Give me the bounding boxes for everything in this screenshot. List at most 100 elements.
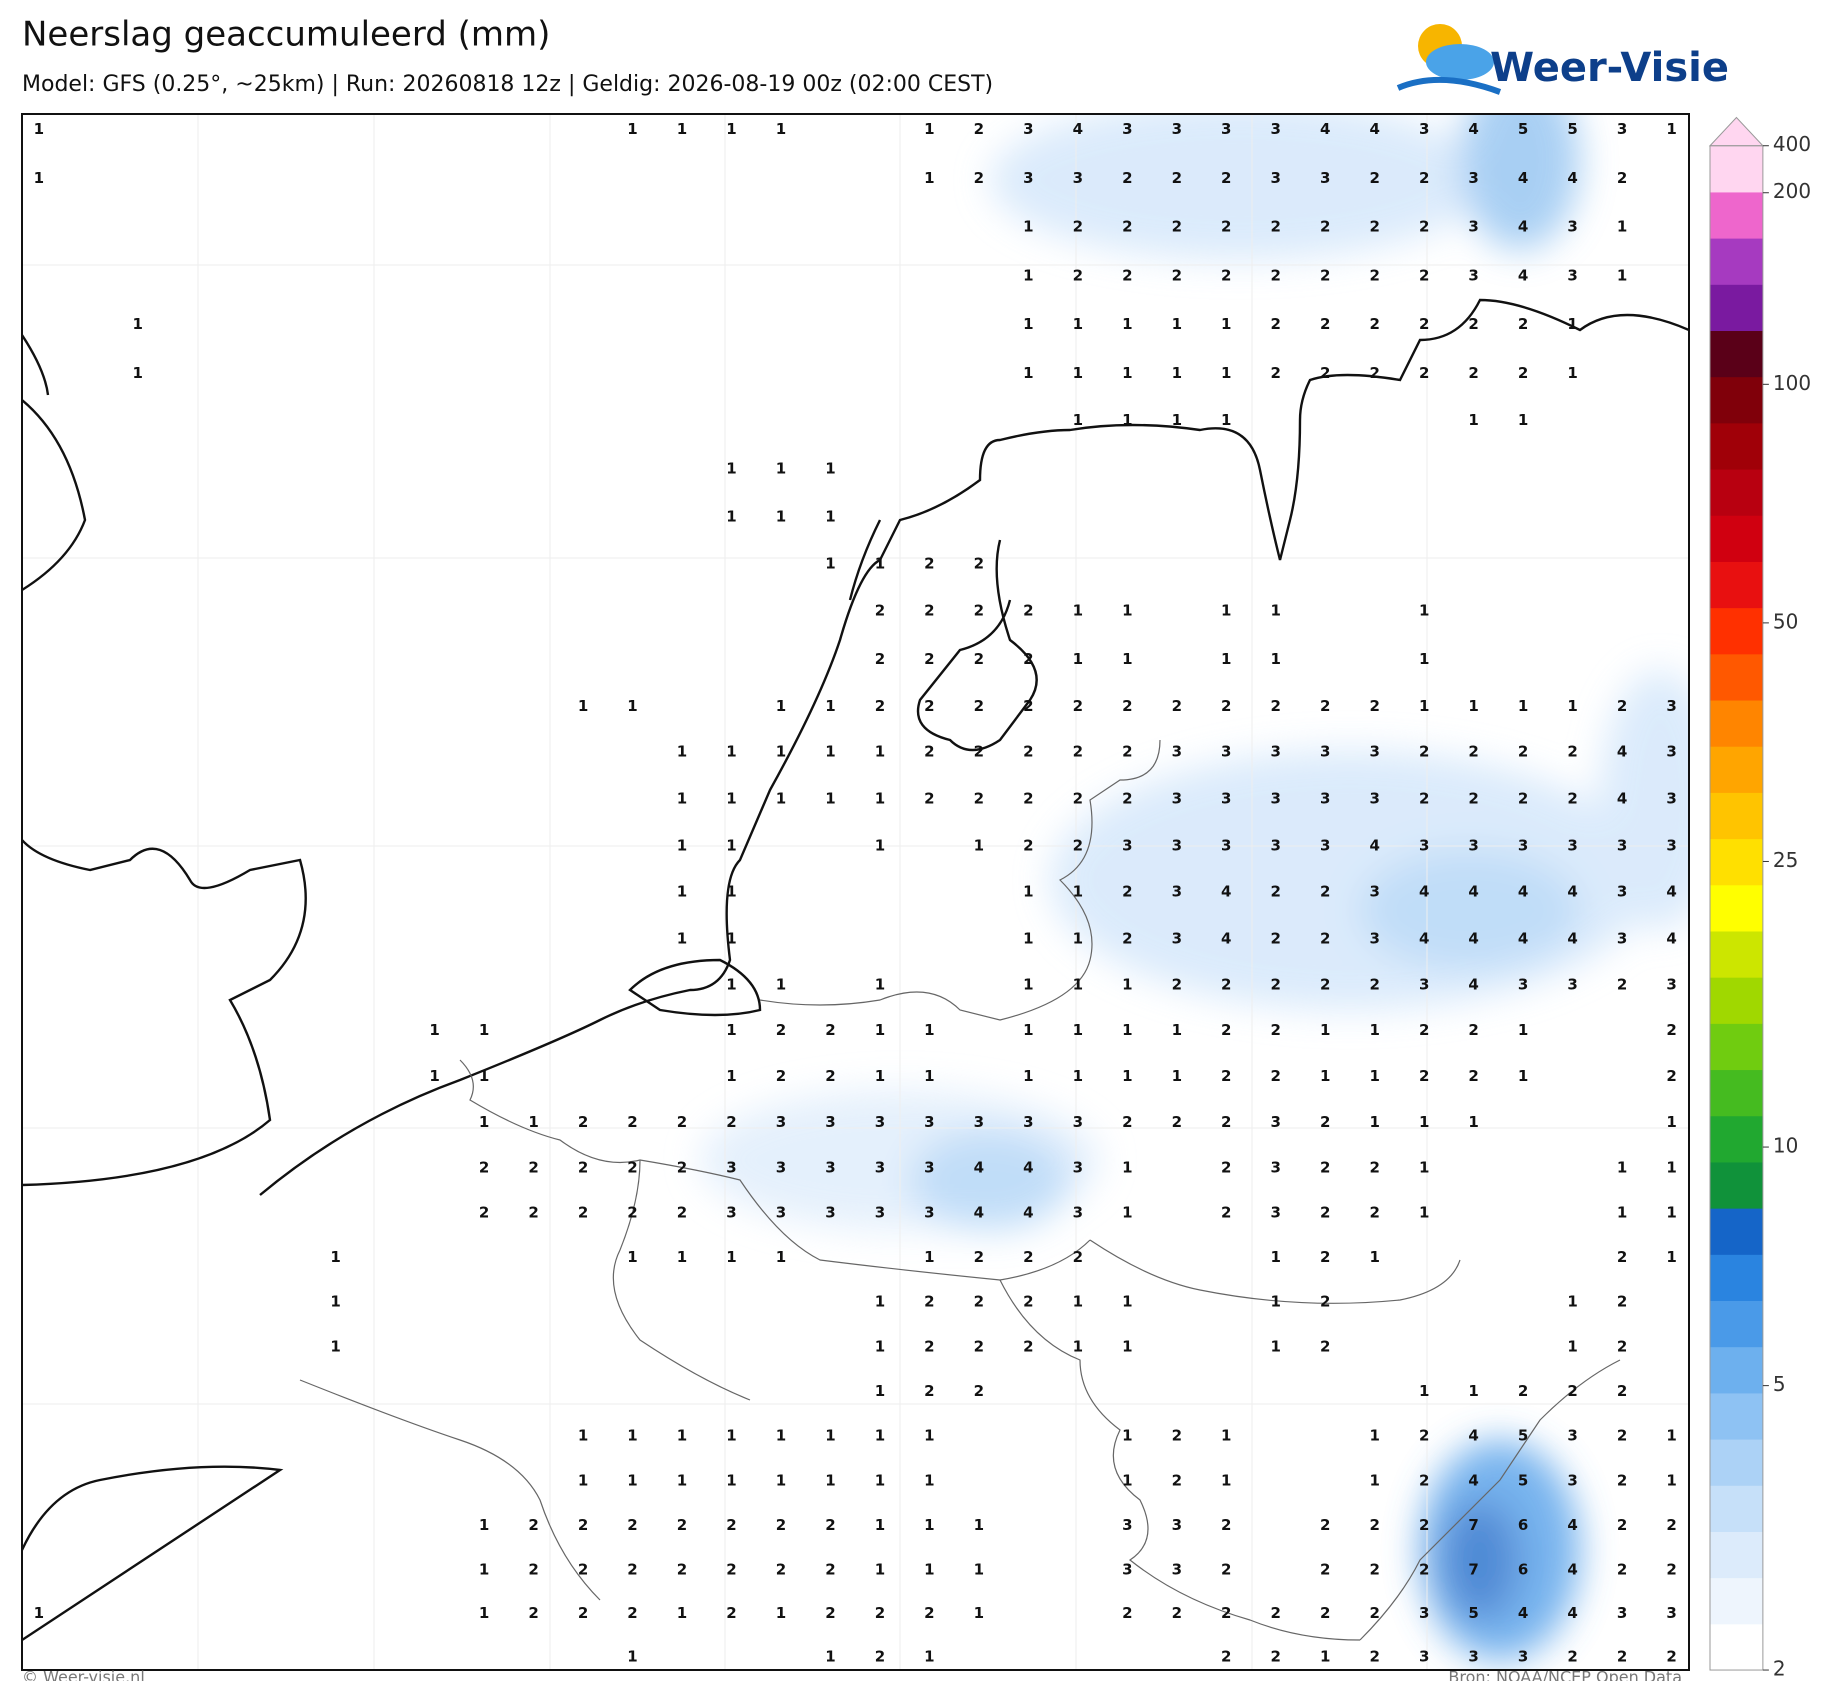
grid-value: 2: [974, 1337, 984, 1355]
grid-value: 2: [1271, 975, 1281, 993]
grid-value: 2: [578, 1159, 588, 1177]
grid-value: 2: [1666, 1021, 1676, 1039]
grid-value: 1: [776, 1471, 786, 1489]
grid-value: 3: [1073, 1159, 1083, 1177]
grid-value: 1: [1468, 411, 1478, 429]
grid-value: 3: [875, 1159, 885, 1177]
grid-value: 3: [1221, 743, 1231, 761]
grid-value: 3: [1271, 1203, 1281, 1221]
grid-value: 1: [875, 743, 885, 761]
colorbar-segment: [1710, 284, 1763, 331]
grid-value: 4: [1221, 930, 1231, 948]
grid-value: 1: [1073, 975, 1083, 993]
grid-value: 3: [1221, 790, 1231, 808]
grid-value: 1: [1666, 1427, 1676, 1445]
footer-left: © Weer-visie.nl: [22, 1668, 145, 1682]
grid-value: 2: [528, 1203, 538, 1221]
grid-value: 2: [1073, 743, 1083, 761]
grid-value: 2: [776, 1067, 786, 1085]
logo-text: Weer-Visie: [1490, 45, 1729, 91]
grid-value: 2: [1369, 1159, 1379, 1177]
grid-value: 1: [825, 508, 835, 526]
colorbar-label: 400: [1773, 132, 1811, 156]
grid-value: 1: [1221, 1471, 1231, 1489]
grid-value: 3: [776, 1159, 786, 1177]
grid-value: 1: [34, 120, 44, 138]
grid-value: 2: [1468, 790, 1478, 808]
grid-value: 2: [1369, 364, 1379, 382]
grid-value: 1: [1073, 883, 1083, 901]
grid-value: 2: [1617, 1337, 1627, 1355]
grid-value: 2: [1518, 315, 1528, 333]
grid-value: 1: [726, 743, 736, 761]
grid-value: 2: [1567, 743, 1577, 761]
grid-value: 2: [1617, 1382, 1627, 1400]
grid-value: 1: [1023, 267, 1033, 285]
logo-cloud: [1426, 44, 1494, 80]
grid-value: 2: [1666, 1561, 1676, 1579]
grid-value: 3: [1320, 169, 1330, 187]
grid-value: 1: [1023, 1067, 1033, 1085]
grid-value: 1: [1666, 1471, 1676, 1489]
grid-value: 3: [1023, 120, 1033, 138]
grid-value: 1: [726, 883, 736, 901]
grid-value: 3: [1172, 743, 1182, 761]
grid-value: 4: [1567, 169, 1577, 187]
grid-value: 3: [1023, 1113, 1033, 1131]
grid-value: 1: [1122, 650, 1132, 668]
grid-value: 1: [924, 1648, 934, 1666]
grid-value: 2: [1320, 1561, 1330, 1579]
grid-value: 1: [330, 1293, 340, 1311]
grid-value: 2: [1221, 217, 1231, 235]
grid-value: 2: [1617, 1561, 1627, 1579]
grid-value: 3: [924, 1159, 934, 1177]
grid-value: 3: [1369, 790, 1379, 808]
grid-value: 3: [726, 1159, 736, 1177]
grid-value: 2: [1419, 1021, 1429, 1039]
grid-value: 2: [1320, 1337, 1330, 1355]
grid-value: 3: [1369, 883, 1379, 901]
grid-value: 2: [776, 1561, 786, 1579]
grid-value: 2: [1320, 267, 1330, 285]
grid-value: 2: [1617, 975, 1627, 993]
grid-value: 2: [1122, 790, 1132, 808]
grid-value: 2: [1320, 364, 1330, 382]
grid-value: 2: [1271, 930, 1281, 948]
grid-value: 1: [677, 743, 687, 761]
grid-value: 1: [1122, 1067, 1132, 1085]
grid-value: 1: [1617, 267, 1627, 285]
grid-value: 5: [1468, 1604, 1478, 1622]
grid-value: 1: [1122, 1021, 1132, 1039]
grid-value: 2: [924, 1337, 934, 1355]
colorbar-segment: [1710, 1023, 1763, 1071]
grid-value: 4: [1468, 883, 1478, 901]
grid-value: 2: [528, 1159, 538, 1177]
grid-value: 3: [1221, 120, 1231, 138]
grid-value: 1: [1419, 650, 1429, 668]
colorbar-segment: [1710, 653, 1763, 701]
grid-value: 1: [924, 1067, 934, 1085]
grid-value: 2: [1419, 1561, 1429, 1579]
grid-value: 2: [1617, 1248, 1627, 1266]
grid-value: 2: [1122, 697, 1132, 715]
grid-value: 4: [1468, 930, 1478, 948]
grid-value: 2: [1023, 650, 1033, 668]
grid-value: 3: [924, 1113, 934, 1131]
grid-value: 2: [1073, 837, 1083, 855]
grid-value: 1: [1369, 1248, 1379, 1266]
logo: Weer-Visie: [1396, 24, 1729, 95]
grid-value: 1: [1023, 930, 1033, 948]
shade: [1600, 670, 1689, 930]
grid-value: 1: [1419, 1203, 1429, 1221]
grid-value: 1: [875, 1471, 885, 1489]
grid-value: 2: [1617, 1648, 1627, 1666]
grid-value: 2: [1221, 975, 1231, 993]
grid-value: 3: [1666, 1604, 1676, 1622]
grid-value: 2: [1073, 217, 1083, 235]
grid-value: 1: [776, 697, 786, 715]
grid-value: 1: [578, 1471, 588, 1489]
grid-value: 2: [1221, 169, 1231, 187]
grid-value: 2: [1320, 217, 1330, 235]
grid-value: 1: [1221, 364, 1231, 382]
